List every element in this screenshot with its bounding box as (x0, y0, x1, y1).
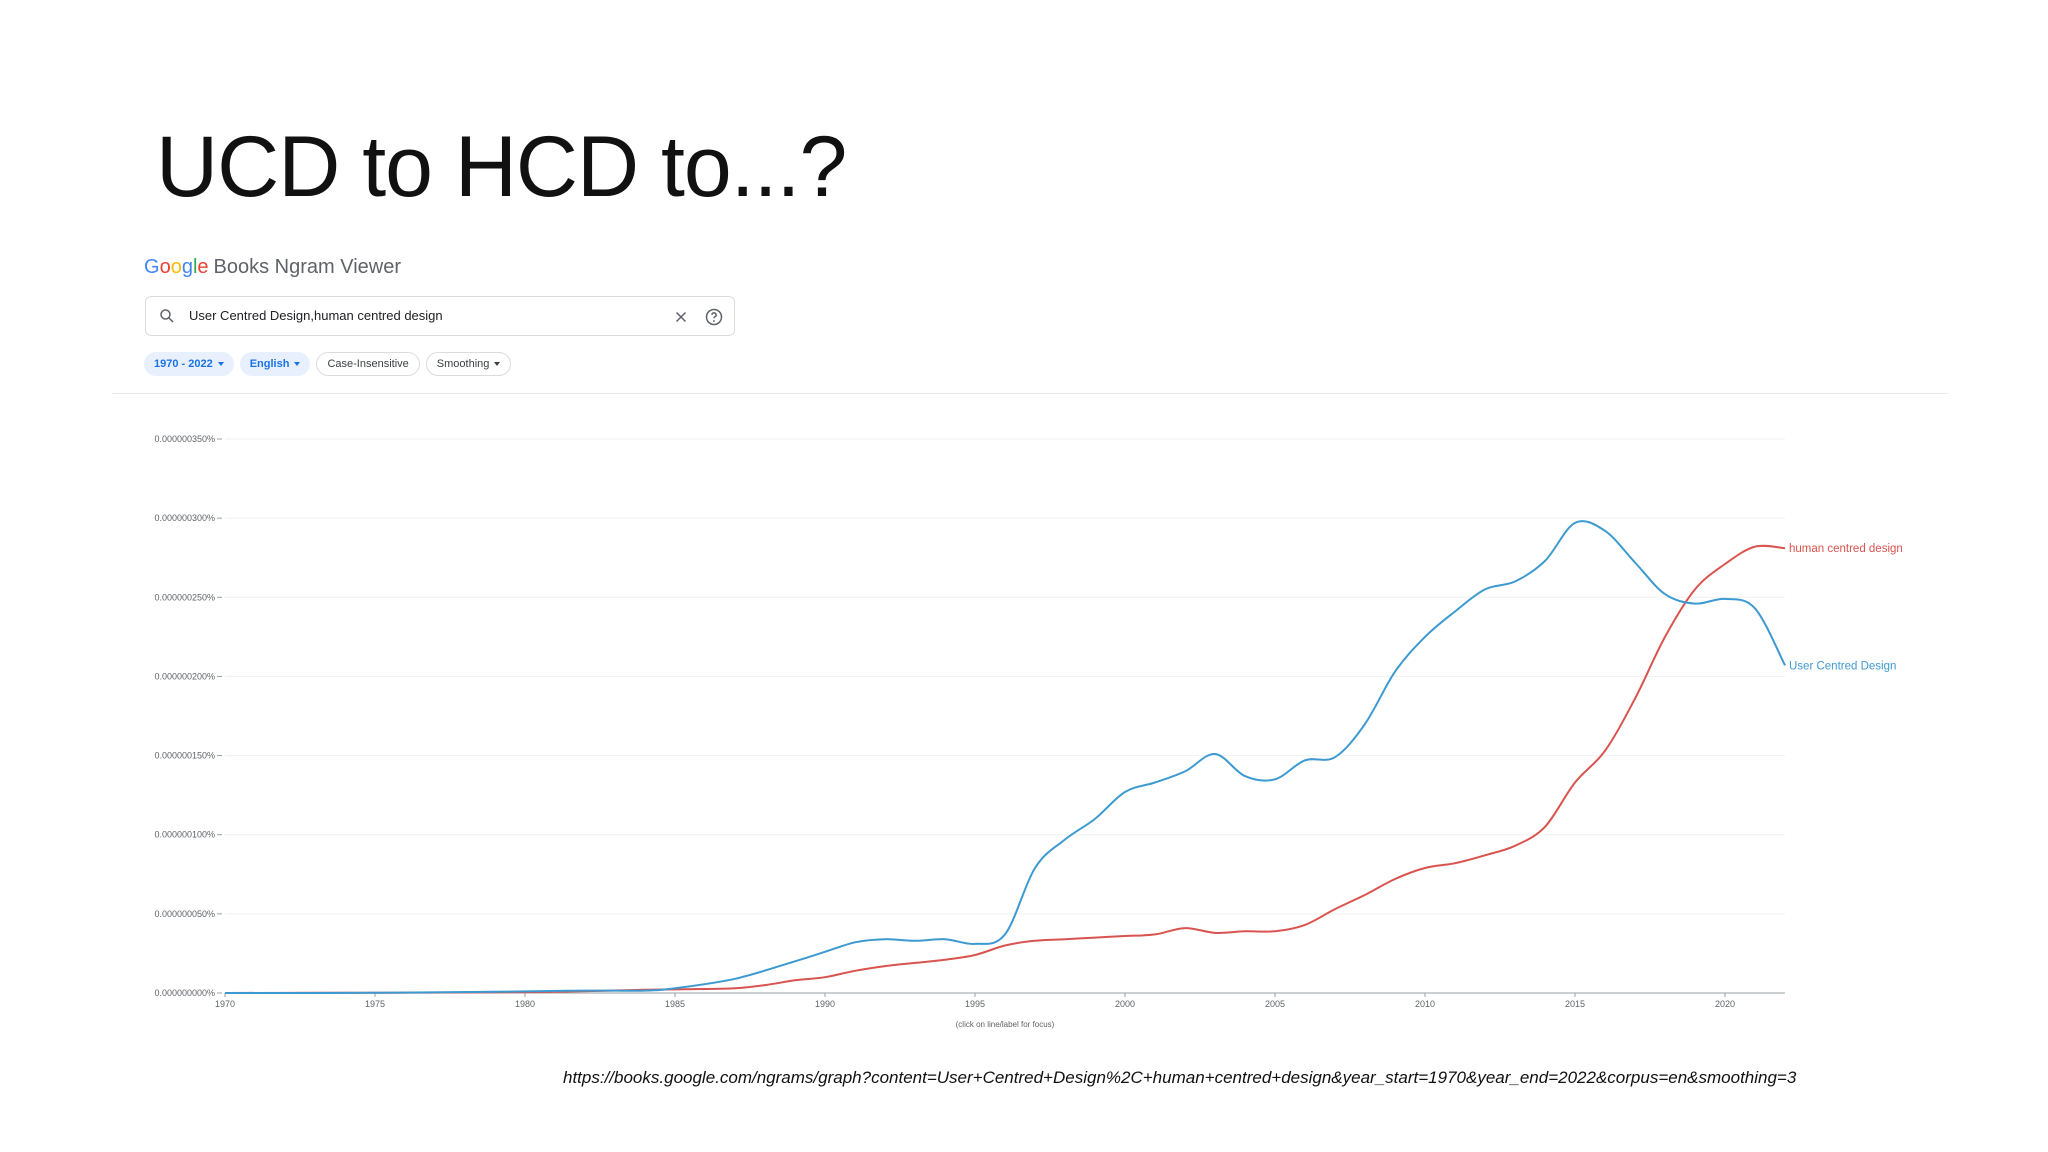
search-icon (160, 309, 174, 323)
series-line-human-centred-design[interactable] (224, 544, 1786, 994)
x-tick-label: 2000 (1115, 999, 1135, 1009)
chevron-down-icon (217, 362, 224, 366)
brand-letter: g (181, 256, 193, 278)
x-axis-label: (click on line/label for focus) (956, 1020, 1055, 1029)
y-tick-label: 0.000000150% (154, 751, 215, 761)
ngram-viewer-logo[interactable]: Google Books Ngram Viewer (144, 256, 401, 279)
x-tick-label: 1980 (515, 999, 535, 1009)
x-tick-label: 1975 (365, 999, 385, 1009)
x-tick-label: 1985 (665, 999, 685, 1009)
x-tick-label: 1990 (815, 999, 835, 1009)
x-tick-label: 1995 (965, 999, 985, 1009)
divider (112, 393, 1948, 394)
brand-letter: o (159, 256, 171, 278)
smoothing-label: Smoothing (436, 358, 490, 370)
app-name: Books Ngram Viewer (213, 256, 401, 278)
x-tick-label: 2010 (1415, 999, 1435, 1009)
y-tick-label: 0.000000200% (154, 671, 215, 681)
google-logo: Google (144, 256, 209, 278)
x-tick-label: 1970 (215, 999, 235, 1009)
close-icon[interactable] (672, 308, 690, 326)
x-tick-label: 2020 (1715, 999, 1735, 1009)
corpus-dropdown[interactable]: English (239, 352, 311, 376)
slide-title: UCD to HCD to...? (156, 119, 847, 215)
y-tick-label: 0.000000350% (154, 434, 215, 444)
series-label-human-centred-design[interactable]: human centred design (1789, 543, 1903, 555)
x-tick-label: 2015 (1565, 999, 1585, 1009)
y-tick-label: 0.000000100% (154, 830, 215, 840)
y-tick-label: 0.000000000% (154, 988, 215, 998)
case-insensitive-toggle[interactable]: Case-Insensitive (316, 352, 420, 376)
series-line-user-centred-design[interactable] (224, 520, 1786, 995)
filter-chips: 1970 - 2022 English Case-Insensitive Smo… (144, 352, 512, 376)
corpus-label: English (249, 358, 290, 370)
x-tick-label: 2005 (1265, 999, 1285, 1009)
search-input[interactable]: User Centred Design,human centred design (189, 308, 443, 323)
y-tick-label: 0.000000300% (154, 513, 215, 523)
case-label: Case-Insensitive (327, 358, 409, 370)
brand-letter: e (197, 256, 209, 278)
search-bar[interactable]: User Centred Design,human centred design (145, 296, 735, 336)
y-tick-label: 0.000000050% (154, 909, 215, 919)
brand-letter: o (170, 256, 182, 278)
chevron-down-icon (294, 362, 301, 366)
source-url: https://books.google.com/ngrams/graph?co… (563, 1068, 1797, 1087)
smoothing-dropdown[interactable]: Smoothing (425, 352, 512, 376)
year-range-label: 1970 - 2022 (154, 358, 213, 370)
help-icon[interactable] (704, 307, 724, 327)
y-tick-label: 0.000000250% (154, 592, 215, 602)
series-label-user-centred-design[interactable]: User Centred Design (1789, 660, 1896, 672)
brand-letter: G (144, 256, 160, 278)
chevron-down-icon (494, 362, 501, 366)
brand-letter: l (192, 256, 198, 278)
year-range-dropdown[interactable]: 1970 - 2022 (144, 352, 234, 376)
